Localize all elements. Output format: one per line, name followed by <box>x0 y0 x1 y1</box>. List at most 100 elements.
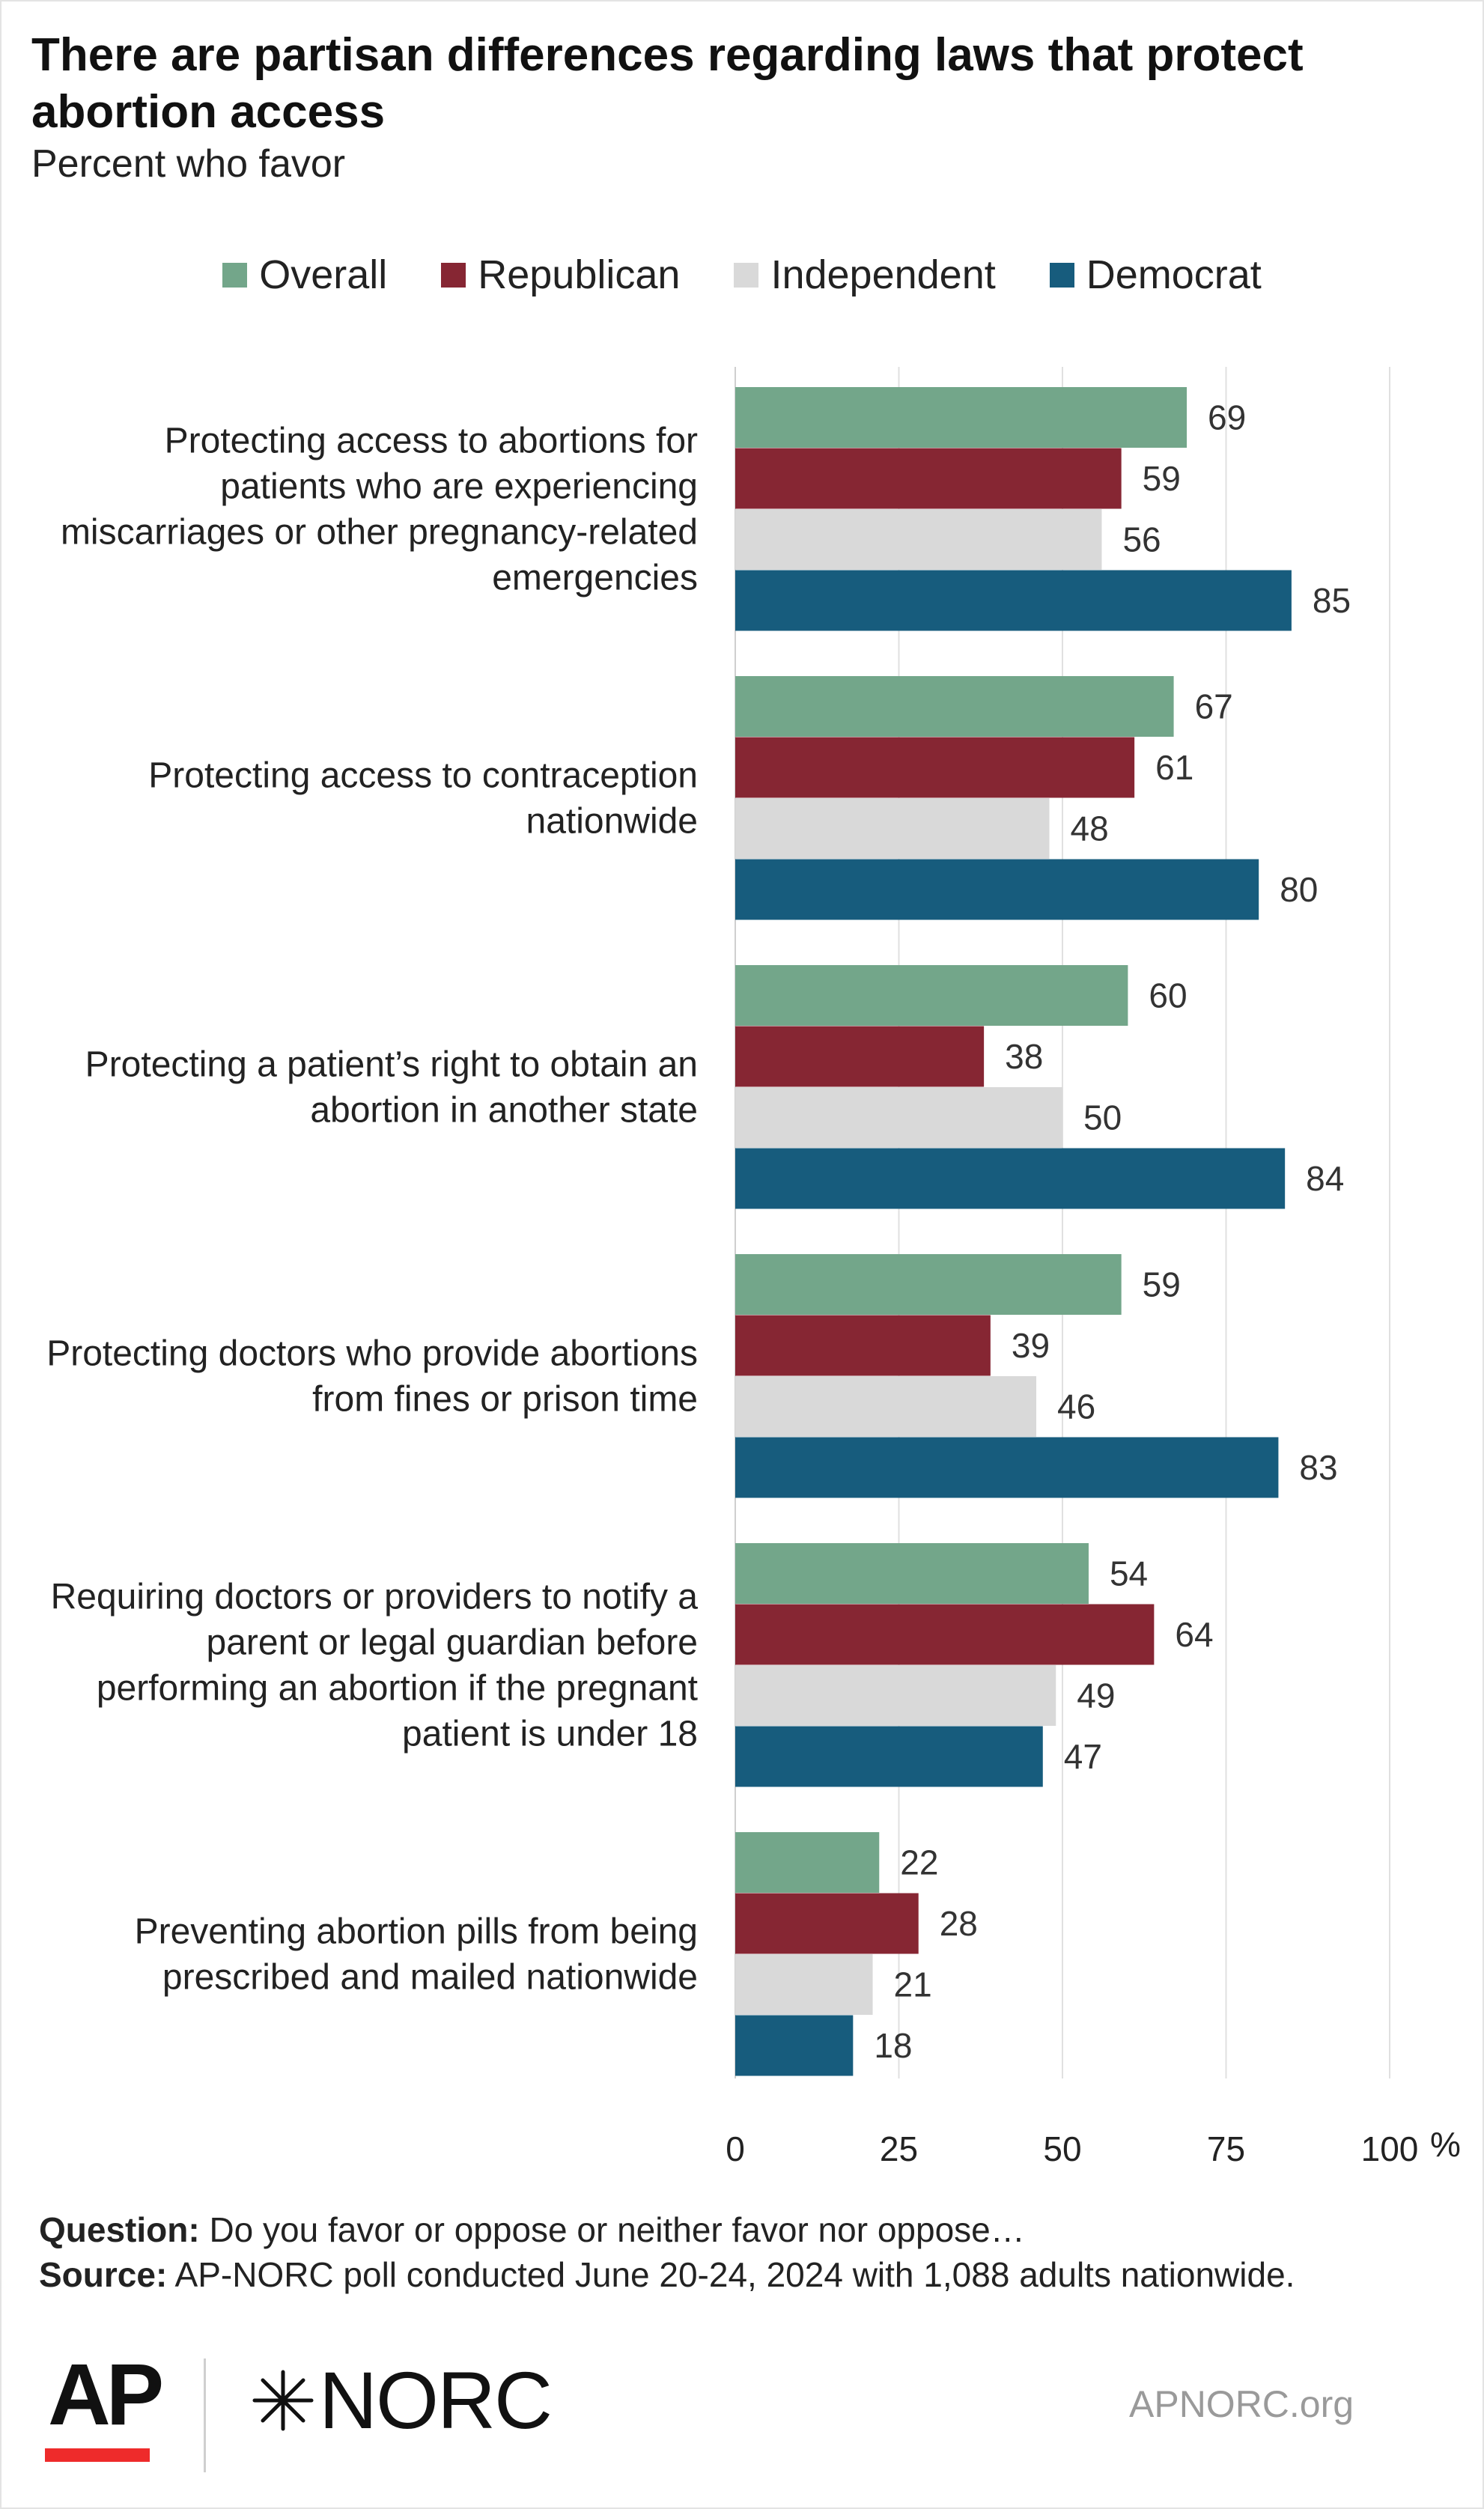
bar-republican-4 <box>735 1315 991 1376</box>
bar-republican-2 <box>735 737 1135 798</box>
category-label-line: Preventing abortion pills from being <box>135 1912 698 1952</box>
chart-notes: Question: Do you favor or oppose or neit… <box>39 2207 1295 2297</box>
question-note: Question: Do you favor or oppose or neit… <box>39 2207 1295 2252</box>
value-label-independent-4: 46 <box>1057 1387 1095 1426</box>
bar-republican-6 <box>735 1893 919 1954</box>
norc-logo: NORC <box>252 2355 553 2445</box>
bar-independent-5 <box>735 1665 1056 1726</box>
value-label-independent-3: 50 <box>1083 1098 1122 1137</box>
bar-overall-4 <box>735 1254 1122 1315</box>
value-label-overall-3: 60 <box>1149 976 1187 1015</box>
legend-item-democrat: Democrat <box>1049 249 1262 301</box>
value-label-republican-6: 28 <box>940 1904 978 1943</box>
category-labels: Protecting access to abortions for patien… <box>46 422 698 1998</box>
value-label-republican-2: 61 <box>1155 748 1193 787</box>
value-label-independent-5: 49 <box>1077 1676 1115 1715</box>
value-label-independent-2: 48 <box>1071 809 1109 848</box>
legend-label-overall: Overall <box>259 252 388 297</box>
x-tick-label-100: 100 <box>1361 2129 1419 2168</box>
legend-label-republican: Republican <box>478 252 681 297</box>
bars <box>735 387 1292 2076</box>
value-label-independent-1: 56 <box>1122 520 1161 559</box>
bar-overall-6 <box>735 1832 880 1893</box>
bar-republican-3 <box>735 1026 985 1087</box>
bar-overall-3 <box>735 965 1128 1026</box>
bar-overall-5 <box>735 1543 1089 1604</box>
ap-logo-underline <box>45 2448 150 2462</box>
category-label-line: Protecting doctors who provide abortions <box>46 1334 698 1374</box>
value-label-overall-1: 69 <box>1208 398 1246 437</box>
bar-democrat-3 <box>735 1148 1286 1209</box>
category-label-2: Protecting access to contraception nation… <box>148 756 698 842</box>
legend-swatch-democrat <box>1049 262 1074 288</box>
legend-swatch-independent <box>734 262 759 288</box>
value-label-overall-4: 59 <box>1143 1265 1181 1304</box>
value-label-republican-1: 59 <box>1143 459 1181 498</box>
chart-legend: Overall Republican Independent Democrat <box>0 249 1484 301</box>
source-text: AP-NORC poll conducted June 20-24, 2024 … <box>174 2255 1295 2294</box>
question-text: Do you favor or oppose or neither favor … <box>209 2210 1025 2249</box>
value-label-democrat-2: 80 <box>1280 870 1318 909</box>
logo-divider <box>204 2359 206 2472</box>
bar-chart: Protecting access to abortions for patien… <box>46 367 1461 2168</box>
website-link[interactable]: APNORC.org <box>1129 2383 1354 2425</box>
question-label: Question: <box>39 2210 200 2249</box>
category-label-6: Preventing abortion pills from being pres… <box>135 1912 698 1998</box>
legend-swatch-republican <box>441 262 466 288</box>
bar-republican-5 <box>735 1604 1155 1665</box>
value-label-overall-2: 67 <box>1195 687 1233 726</box>
legend-swatch-overall <box>222 262 248 288</box>
norc-logo-text: NORC <box>319 2355 553 2445</box>
value-label-democrat-6: 18 <box>874 2026 912 2065</box>
bar-democrat-4 <box>735 1437 1279 1498</box>
x-axis-ticks: 0 25 50 75 100% <box>726 2125 1461 2168</box>
category-label-3: Protecting a patient’s right to obtain a… <box>85 1045 698 1131</box>
bar-independent-3 <box>735 1087 1062 1148</box>
bar-independent-1 <box>735 509 1102 570</box>
value-label-overall-5: 54 <box>1110 1554 1148 1593</box>
bar-overall-1 <box>735 387 1187 448</box>
category-label-line: Protecting access to contraception <box>148 756 698 796</box>
category-label-line: patient is under 18 <box>402 1715 698 1754</box>
value-label-democrat-5: 47 <box>1064 1737 1102 1776</box>
chart-title: There are partisan differences regarding… <box>31 29 1304 138</box>
source-label: Source: <box>39 2255 168 2294</box>
category-label-line: prescribed and mailed nationwide <box>162 1958 698 1998</box>
value-label-republican-5: 64 <box>1175 1615 1213 1654</box>
x-tick-label-75: 75 <box>1207 2129 1245 2168</box>
bar-independent-6 <box>735 1954 873 2015</box>
category-label-5: Requiring doctors or providers to notify… <box>51 1578 699 1754</box>
category-label-line: patients who are experiencing <box>220 467 698 507</box>
grid-lines <box>735 367 1390 2078</box>
legend-item-overall: Overall <box>222 249 387 301</box>
legend-item-republican: Republican <box>441 249 680 301</box>
bar-republican-1 <box>735 448 1122 509</box>
bar-independent-2 <box>735 798 1050 859</box>
category-label-line: abortion in another state <box>310 1091 698 1131</box>
bar-democrat-6 <box>735 2015 854 2076</box>
category-label-line: nationwide <box>526 802 699 842</box>
bar-independent-4 <box>735 1376 1037 1437</box>
value-label-republican-4: 39 <box>1012 1326 1050 1365</box>
value-label-republican-3: 38 <box>1005 1037 1043 1076</box>
value-label-democrat-1: 85 <box>1313 581 1351 620</box>
bar-democrat-5 <box>735 1726 1043 1787</box>
x-axis-unit: % <box>1430 2125 1461 2164</box>
x-tick-label-25: 25 <box>880 2129 918 2168</box>
value-label-democrat-4: 83 <box>1299 1448 1337 1487</box>
logo-bar: AP NORC APNORC.org <box>0 2336 1484 2501</box>
source-note: Source: AP-NORC poll conducted June 20-2… <box>39 2252 1295 2297</box>
category-label-line: Protecting a patient’s right to obtain a… <box>85 1045 698 1085</box>
category-label-line: emergencies <box>492 559 698 598</box>
ap-logo: AP <box>48 2346 164 2443</box>
legend-label-democrat: Democrat <box>1086 252 1262 297</box>
bar-overall-2 <box>735 676 1174 737</box>
legend-item-independent: Independent <box>734 249 996 301</box>
x-tick-label-50: 50 <box>1043 2129 1081 2168</box>
value-label-overall-6: 22 <box>900 1843 938 1882</box>
category-label-line: Protecting access to abortions for <box>165 422 698 461</box>
value-label-independent-6: 21 <box>894 1965 932 2004</box>
bar-democrat-2 <box>735 859 1259 920</box>
